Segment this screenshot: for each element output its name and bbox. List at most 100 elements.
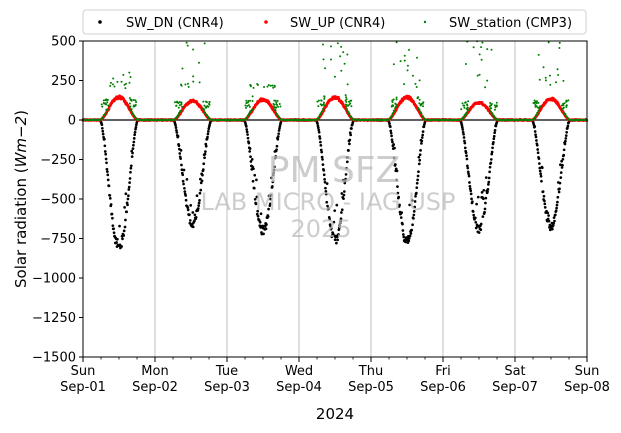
sw-station-point: [323, 97, 326, 100]
sw-station-point: [113, 85, 116, 88]
sw-dn-point: [552, 221, 555, 225]
sw-dn-point: [112, 231, 116, 235]
x-tick-date: Sep-04: [276, 380, 322, 395]
sw-dn-point: [538, 166, 542, 170]
sw-dn-point: [553, 213, 557, 217]
sw-dn-point: [407, 236, 411, 240]
sw-dn-point: [540, 179, 543, 183]
sw-dn-point: [129, 164, 133, 168]
sw-dn-point: [185, 178, 189, 181]
sw-station-point: [177, 106, 180, 109]
sw-dn-point: [318, 137, 322, 140]
sw-dn-point: [492, 134, 496, 138]
sw-station-point: [208, 100, 211, 103]
sw-dn-point: [420, 139, 424, 143]
sw-station-point: [275, 103, 278, 106]
sw-dn-point: [174, 124, 177, 127]
sw-station-point: [493, 115, 495, 118]
sw-dn-point: [180, 163, 183, 167]
sw-station-point: [106, 108, 109, 111]
sw-dn-point: [469, 189, 473, 193]
sw-dn-point: [130, 155, 134, 159]
sw-dn-point: [338, 221, 342, 225]
sw-station-point: [186, 82, 189, 85]
sw-dn-point: [318, 135, 321, 138]
sw-station-point: [102, 99, 105, 102]
sw-dn-point: [247, 141, 251, 145]
sw-station-point: [349, 99, 352, 102]
sw-dn-point: [127, 194, 130, 198]
sw-station-point: [176, 115, 179, 118]
sw-station-point: [324, 67, 327, 70]
sw-station-point: [395, 103, 398, 106]
sw-station-point: [493, 108, 496, 111]
sw-dn-point: [177, 144, 181, 148]
sw-dn-point: [482, 188, 486, 192]
sw-station-point: [109, 81, 112, 84]
sw-dn-point: [560, 159, 563, 163]
sw-dn-point: [492, 137, 496, 141]
sw-station-point: [250, 110, 252, 113]
sw-dn-point: [538, 169, 542, 173]
sw-dn-point: [421, 133, 425, 137]
sw-dn-point: [543, 199, 546, 203]
sw-dn-point: [108, 196, 112, 200]
watermark-line-1: PM SFZ: [268, 150, 400, 191]
legend-marker-sw-up: [264, 20, 268, 24]
sw-dn-point: [536, 148, 540, 151]
sw-station-point: [340, 45, 343, 48]
sw-station-point: [112, 77, 115, 80]
sw-dn-point: [563, 142, 567, 146]
sw-dn-point: [251, 179, 255, 183]
sw-dn-point: [393, 146, 396, 150]
sw-dn-point: [277, 132, 281, 136]
sw-dn-point: [392, 143, 396, 146]
sw-dn-point: [320, 150, 324, 154]
sw-station-point: [128, 97, 131, 100]
sw-dn-point: [488, 170, 491, 174]
sw-dn-point: [398, 203, 401, 207]
sw-dn-point: [483, 207, 487, 211]
sw-station-point: [544, 76, 547, 79]
sw-station-point: [562, 106, 565, 109]
sw-station-point: [105, 103, 108, 106]
sw-station-point: [122, 73, 125, 76]
sw-station-point: [269, 84, 272, 87]
sw-dn-point: [348, 131, 352, 135]
sw-dn-point: [256, 214, 260, 218]
sw-dn-point: [461, 130, 465, 134]
sw-dn-point: [468, 184, 472, 188]
sw-dn-point: [557, 190, 561, 194]
x-tick-weekday: Sun: [71, 364, 96, 379]
sw-dn-point: [412, 209, 416, 213]
sw-dn-point: [271, 180, 275, 184]
sw-dn-point: [273, 165, 276, 169]
sw-station-point: [461, 102, 464, 105]
sw-station-point: [105, 99, 108, 102]
sw-dn-point: [542, 194, 546, 198]
sw-dn-point: [344, 173, 348, 176]
sw-dn-point: [176, 134, 180, 138]
sw-dn-point: [401, 233, 405, 236]
sw-dn-point: [480, 191, 484, 194]
sw-station-point: [244, 104, 247, 107]
sw-dn-point: [332, 220, 336, 224]
sw-station-point: [135, 101, 138, 104]
sw-dn-point: [537, 157, 541, 160]
sw-station-point: [406, 69, 409, 72]
sw-station-point: [187, 86, 190, 89]
sw-station-point: [272, 86, 275, 89]
sw-dn-point: [469, 192, 473, 196]
sw-dn-point: [486, 190, 489, 194]
sw-dn-point: [200, 179, 204, 183]
sw-station-point: [128, 102, 131, 105]
x-tick-date: Sep-06: [420, 380, 466, 395]
sw-station-point: [467, 100, 470, 103]
legend: SW_DN (CNR4) SW_UP (CNR4) SW_station (CM…: [82, 9, 587, 35]
sw-dn-point: [408, 203, 411, 207]
sw-station-point: [181, 67, 184, 70]
sw-station-point: [345, 103, 348, 106]
sw-station-point: [128, 81, 131, 84]
sw-station-point: [416, 97, 419, 99]
sw-dn-point: [122, 229, 126, 233]
